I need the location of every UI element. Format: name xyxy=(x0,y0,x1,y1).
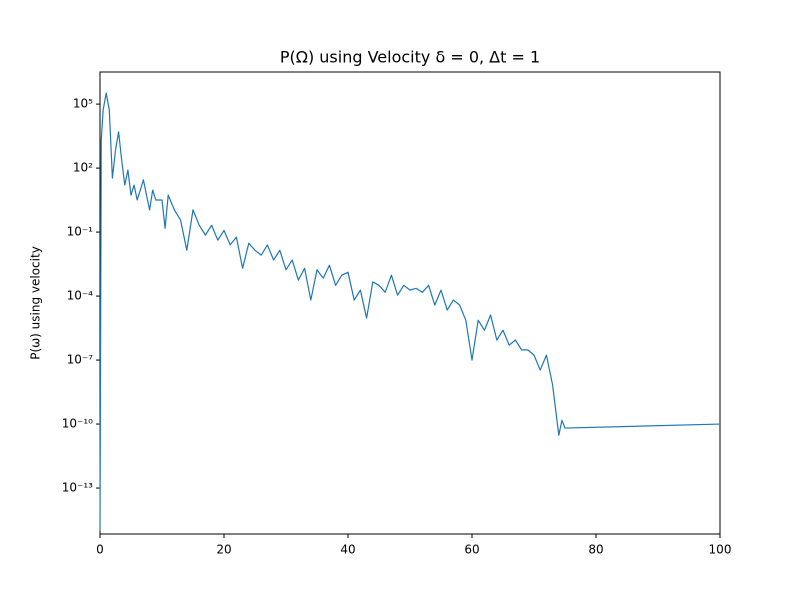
y-tick-label: 10⁻¹⁰ xyxy=(62,417,93,431)
x-tick-label: 20 xyxy=(216,543,231,557)
x-tick-label: 40 xyxy=(340,543,355,557)
chart-title: P(Ω) using Velocity δ = 0, Δt = 1 xyxy=(280,48,540,67)
plot-frame xyxy=(99,71,721,535)
x-tick-label: 80 xyxy=(588,543,603,557)
y-tick-label: 10⁻¹ xyxy=(67,225,94,239)
x-tick-label: 0 xyxy=(96,543,104,557)
data-line xyxy=(99,92,721,531)
y-tick-label: 10² xyxy=(73,161,93,175)
y-tick-label: 10⁵ xyxy=(73,97,93,111)
x-tick-label: 60 xyxy=(464,543,479,557)
x-tick-label: 100 xyxy=(709,543,732,557)
y-tick-label: 10⁻⁴ xyxy=(67,289,94,303)
y-tick-label: 10⁻¹³ xyxy=(62,481,93,495)
y-axis-label: P(ω) using velocity xyxy=(29,246,43,360)
y-tick-label: 10⁻⁷ xyxy=(67,353,94,367)
